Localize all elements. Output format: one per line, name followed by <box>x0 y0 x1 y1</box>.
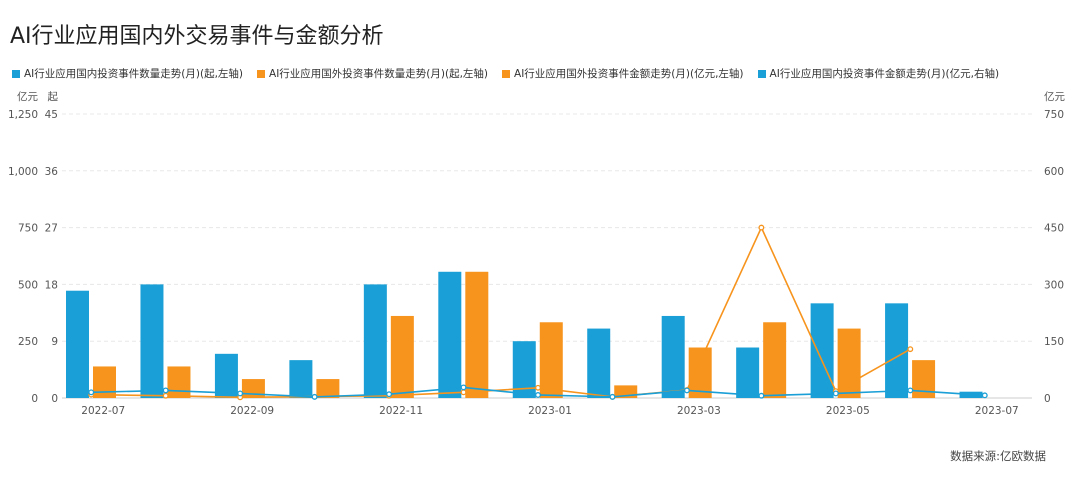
x-tick-label: 2022-11 <box>379 405 423 417</box>
bar-domestic-count <box>214 353 238 398</box>
y-tick-left-inner: 36 <box>45 166 59 178</box>
bar-foreign-count <box>688 347 712 398</box>
y-tick-left-outer: 250 <box>18 336 38 348</box>
foreign-amount-point <box>907 346 914 353</box>
bar-foreign-count <box>465 271 489 398</box>
data-source: 数据来源:亿欧数据 <box>950 449 1046 463</box>
chart-title: AI行业应用国内外交易事件与金额分析 <box>10 24 384 49</box>
y-tick-left-outer: 0 <box>31 393 38 405</box>
domestic-amount-point <box>981 392 988 399</box>
lines <box>88 224 988 401</box>
y-tick-left-outer: 1,250 <box>8 109 38 121</box>
legend-swatch-domestic-count <box>12 69 20 78</box>
y-tick-left-inner: 18 <box>45 279 58 291</box>
domestic-amount-point <box>609 393 616 400</box>
legend-label-foreign-count: AI行业应用国外投资事件数量走势(月)(起,左轴) <box>269 68 489 80</box>
x-tick-label: 2023-05 <box>826 405 870 417</box>
bar-domestic-count <box>810 303 834 398</box>
bar-domestic-count <box>66 290 89 398</box>
x-tick-label: 2023-03 <box>677 405 721 417</box>
domestic-amount-point <box>907 387 914 394</box>
foreign-amount-point <box>535 384 541 391</box>
y-tick-left-inner: 27 <box>45 223 58 235</box>
y-tick-right: 600 <box>1044 166 1064 178</box>
foreign-amount-line <box>91 225 911 399</box>
bar-domestic-count <box>438 271 462 398</box>
legend-label-foreign-amount: AI行业应用国外投资事件金额走势(月)(亿元,左轴) <box>514 68 744 80</box>
y-tick-left-inner: 0 <box>51 393 58 405</box>
y-tick-left-outer: 500 <box>18 279 38 291</box>
axis-labels: 0 0 0 250 9 150 500 18 300 750 27 450 1,000 36 600 1,25… <box>8 90 1066 417</box>
y-tick-left-outer: 750 <box>18 223 38 235</box>
chart-legend: AI行业应用国内投资事件数量走势(月)(起,左轴) AI行业应用国外投资事件数量… <box>12 66 999 81</box>
left-outer-unit: 亿元 <box>17 90 38 103</box>
domestic-amount-point <box>88 389 95 396</box>
bar-domestic-count <box>587 328 611 398</box>
domestic-amount-point <box>535 392 541 398</box>
foreign-amount-point <box>162 392 169 399</box>
x-tick-label: 2022-09 <box>230 405 274 417</box>
y-tick-right: 150 <box>1044 336 1064 348</box>
domestic-amount-point <box>386 391 393 398</box>
legend-item-foreign-count[interactable]: AI行业应用国外投资事件数量走势(月)(起,左轴) <box>257 66 488 81</box>
x-tick-label: 2022-07 <box>81 405 125 417</box>
bar-foreign-count <box>167 366 191 398</box>
bar-foreign-count <box>539 322 563 398</box>
legend-label-domestic-amount: AI行业应用国内投资事件金额走势(月)(亿元,右轴) <box>769 68 1000 80</box>
bar-foreign-count <box>316 379 340 398</box>
foreign-amount-point <box>758 224 765 231</box>
x-tick-label: 2023-01 <box>528 405 572 417</box>
bar-domestic-count <box>363 284 387 398</box>
domestic-amount-point <box>237 390 244 397</box>
y-tick-left-inner: 9 <box>51 336 58 348</box>
domestic-amount-point <box>460 384 467 391</box>
bar-foreign-count <box>93 366 116 398</box>
legend-label-domestic-count: AI行业应用国内投资事件数量走势(月)(起,左轴) <box>24 68 244 80</box>
legend-item-domestic-count[interactable]: AI行业应用国内投资事件数量走势(月)(起,左轴) <box>12 66 243 81</box>
bar-domestic-count <box>885 303 909 398</box>
domestic-amount-point <box>758 392 765 399</box>
domestic-amount-point <box>683 387 690 394</box>
legend-swatch-foreign-amount <box>502 69 511 78</box>
bar-foreign-count <box>390 315 414 398</box>
right-unit: 亿元 <box>1044 90 1066 103</box>
domestic-amount-point <box>162 387 169 394</box>
bars <box>66 271 983 398</box>
legend-item-domestic-amount[interactable]: AI行业应用国内投资事件金额走势(月)(亿元,右轴) <box>757 66 1000 81</box>
y-tick-left-inner: 45 <box>45 109 58 121</box>
bar-domestic-count <box>289 360 313 398</box>
legend-swatch-foreign-count <box>257 69 266 78</box>
legend-item-foreign-amount[interactable]: AI行业应用国外投资事件金额走势(月)(亿元,左轴) <box>502 66 744 81</box>
bar-domestic-count <box>140 284 164 398</box>
y-tick-right: 300 <box>1044 279 1064 291</box>
bar-foreign-count <box>912 360 936 398</box>
domestic-amount-point <box>311 393 318 400</box>
y-tick-right: 0 <box>1044 393 1051 405</box>
bar-domestic-count <box>661 315 685 398</box>
y-tick-left-outer: 1,000 <box>8 166 38 178</box>
foreign-amount-point <box>460 389 467 396</box>
y-tick-right: 450 <box>1044 223 1064 235</box>
domestic-amount-point <box>832 390 839 397</box>
bar-domestic-count <box>512 341 536 398</box>
x-tick-label: 2023-07 <box>975 405 1019 417</box>
y-tick-right: 750 <box>1044 109 1064 121</box>
legend-swatch-domestic-amount <box>757 69 766 78</box>
left-inner-unit: 起 <box>48 91 59 103</box>
bar-domestic-count <box>736 347 760 398</box>
bar-foreign-count <box>763 322 787 398</box>
